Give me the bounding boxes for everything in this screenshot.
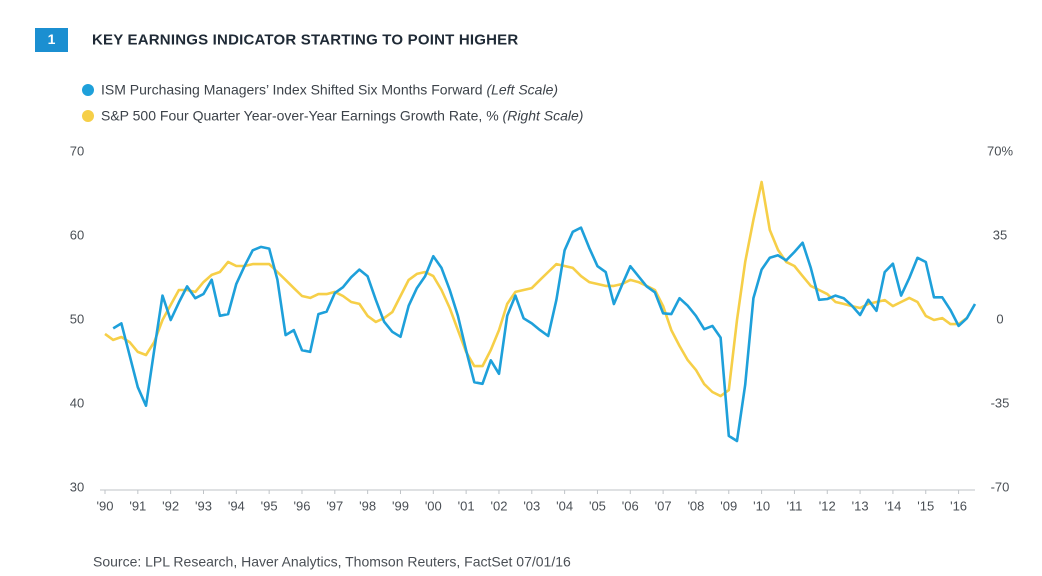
x-tick-label: '96: [294, 498, 311, 513]
x-tick-label: '04: [556, 498, 573, 513]
x-tick-label: '06: [622, 498, 639, 513]
x-tick-label: '94: [228, 498, 245, 513]
x-tick-label: '99: [392, 498, 409, 513]
y2-tick-label: 70%: [987, 143, 1013, 158]
badge-box: [35, 28, 68, 52]
x-tick-label: '09: [720, 498, 737, 513]
y-tick-label: 40: [70, 395, 84, 410]
x-tick-label: '13: [852, 498, 869, 513]
y-tick-label: 30: [70, 479, 84, 494]
y-tick-label: 70: [70, 143, 84, 158]
legend-label: ISM Purchasing Managers’ Index Shifted S…: [101, 81, 483, 97]
x-tick-label: '01: [458, 498, 475, 513]
legend-label: S&P 500 Four Quarter Year-over-Year Earn…: [101, 107, 499, 123]
x-tick-label: '98: [359, 498, 376, 513]
x-tick-label: '00: [425, 498, 442, 513]
legend-swatch: [82, 84, 94, 96]
y2-tick-label: -70: [991, 479, 1010, 494]
x-tick-label: '08: [687, 498, 704, 513]
series-line: [112, 226, 977, 443]
x-tick-label: '02: [490, 498, 507, 513]
legend-note: (Right Scale): [503, 107, 584, 123]
x-tick-label: '90: [97, 498, 114, 513]
chart-title: KEY EARNINGS INDICATOR STARTING TO POINT…: [92, 31, 518, 48]
y2-tick-label: -35: [991, 395, 1010, 410]
x-tick-label: '03: [523, 498, 540, 513]
y-tick-label: 50: [70, 311, 84, 326]
y2-tick-label: 0: [996, 311, 1003, 326]
x-tick-label: '95: [261, 498, 278, 513]
y2-tick-label: 35: [993, 227, 1007, 242]
x-tick-label: '07: [655, 498, 672, 513]
x-tick-label: '93: [195, 498, 212, 513]
badge: 1: [48, 31, 56, 47]
x-tick-label: '12: [819, 498, 836, 513]
source: Source: LPL Research, Haver Analytics, T…: [93, 554, 571, 570]
x-tick-label: '11: [786, 498, 802, 513]
legend-entry: ISM Purchasing Managers’ Index Shifted S…: [101, 81, 558, 97]
legend-swatch: [82, 110, 94, 122]
legend-entry: S&P 500 Four Quarter Year-over-Year Earn…: [101, 107, 583, 123]
legend-note: (Left Scale): [486, 81, 558, 97]
x-tick-label: '10: [753, 498, 770, 513]
x-tick-label: '97: [326, 498, 343, 513]
x-tick-label: '05: [589, 498, 606, 513]
x-tick-label: '92: [162, 498, 179, 513]
y-tick-label: 60: [70, 227, 84, 242]
series-line: [104, 180, 968, 398]
x-tick-label: '14: [884, 498, 901, 513]
x-tick-label: '15: [917, 498, 934, 513]
x-tick-label: '16: [950, 498, 967, 513]
x-tick-label: '91: [129, 498, 146, 513]
